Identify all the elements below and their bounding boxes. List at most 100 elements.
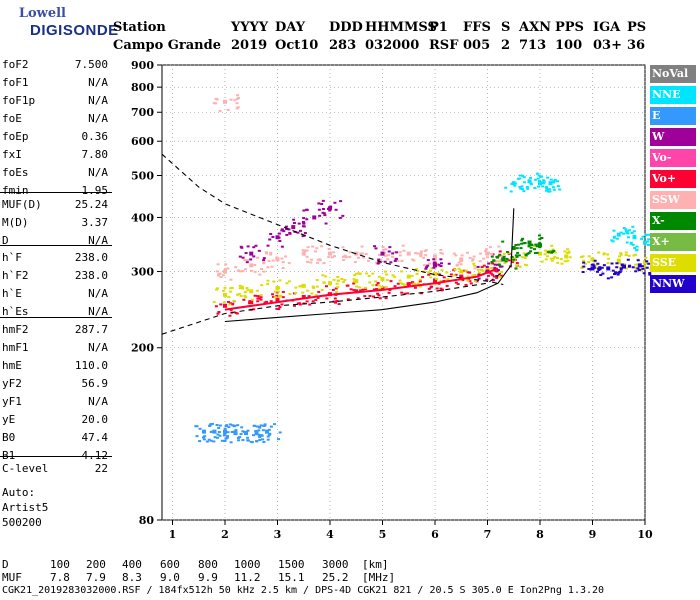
data-point: [380, 251, 385, 256]
echo-mark: [552, 181, 556, 184]
echo-mark: [393, 285, 397, 288]
echo-mark: [216, 312, 220, 315]
echo-mark: [226, 267, 230, 270]
echo-mark: [318, 214, 322, 217]
echo-mark: [418, 285, 422, 288]
echo-mark: [301, 249, 305, 252]
echo-mark: [310, 258, 314, 261]
echo-mark: [427, 271, 431, 274]
param-value: N/A: [88, 112, 108, 125]
echo-mark: [236, 293, 240, 296]
echo-mark: [490, 260, 494, 263]
echo-mark: [377, 258, 381, 261]
echo-mark: [266, 282, 270, 285]
echo-mark: [563, 250, 567, 253]
echo-mark: [495, 263, 499, 266]
header-value-s: 2: [501, 38, 511, 53]
param-label: foF1: [2, 76, 29, 89]
echo-mark: [225, 424, 229, 427]
echo-mark: [597, 251, 601, 254]
param-label: fxI: [2, 148, 22, 161]
echo-mark: [441, 252, 445, 255]
echo-mark: [546, 176, 550, 179]
param-row-fof2: foF2 7.500: [2, 58, 108, 76]
echo-mark: [236, 106, 240, 109]
echo-mark: [390, 255, 394, 258]
echo-mark: [233, 99, 237, 102]
echo-mark: [515, 262, 519, 265]
echo-mark: [498, 250, 502, 253]
echo-mark: [221, 274, 225, 277]
echo-mark: [627, 254, 631, 257]
echo-mark: [504, 260, 508, 263]
echo-mark: [648, 273, 652, 276]
echo-mark: [477, 273, 481, 276]
echo-mark: [523, 257, 527, 260]
data-point: [249, 289, 254, 294]
echo-mark: [239, 433, 243, 436]
echo-mark: [358, 272, 362, 275]
echo-mark: [422, 256, 426, 259]
echo-mark: [238, 436, 242, 439]
echo-mark: [471, 258, 475, 261]
data-point: [527, 240, 532, 245]
echo-mark: [302, 225, 306, 228]
header-label-yyyy: YYYY: [231, 20, 269, 35]
echo-mark: [437, 263, 441, 266]
echo-mark: [400, 291, 404, 294]
echo-mark: [432, 261, 436, 264]
echo-mark: [491, 279, 495, 282]
header-label-hhmmss: HHMMSS: [365, 20, 437, 35]
echo-mark: [305, 218, 309, 221]
echo-mark: [353, 274, 357, 277]
echo-mark: [427, 287, 431, 290]
echo-mark: [355, 285, 359, 288]
legend-item-ssw: SSW: [650, 191, 696, 209]
echo-mark: [512, 258, 516, 261]
echo-mark: [238, 284, 242, 287]
data-point: [606, 266, 611, 271]
echo-mark: [268, 238, 272, 241]
echo-mark: [598, 266, 602, 269]
echo-mark: [468, 271, 472, 274]
echo-mark: [245, 287, 249, 290]
echo-mark: [619, 252, 623, 255]
header-label-station: Station: [113, 20, 166, 35]
echo-mark: [278, 295, 282, 298]
echo-mark: [212, 440, 216, 443]
echo-mark: [271, 235, 275, 238]
echo-mark: [596, 262, 600, 265]
echo-mark: [509, 190, 513, 193]
echo-mark: [203, 435, 207, 438]
echo-mark: [418, 278, 422, 281]
echo-mark: [616, 273, 620, 276]
echo-mark: [357, 272, 361, 275]
echo-mark: [427, 273, 431, 276]
echo-mark: [613, 273, 617, 276]
echo-mark: [459, 263, 463, 266]
echo-mark: [623, 263, 627, 266]
echo-mark: [285, 233, 289, 236]
echo-mark: [553, 256, 557, 259]
header-label-p1: P1: [429, 20, 448, 35]
echo-mark: [552, 257, 556, 260]
echo-mark: [595, 270, 599, 273]
echo-mark: [321, 207, 325, 210]
header-value-axn: 713: [519, 38, 547, 53]
param-value: 25.24: [74, 198, 108, 211]
data-point: [538, 181, 542, 186]
x-tick-label: 3: [274, 528, 282, 541]
echo-mark: [202, 438, 206, 441]
echo-mark: [231, 424, 235, 427]
echo-mark: [553, 178, 557, 181]
echo-mark: [320, 289, 324, 292]
param-row-fof1: foF1 N/A: [2, 76, 108, 94]
echo-mark: [618, 270, 622, 273]
echo-mark: [416, 252, 420, 255]
echo-mark: [215, 270, 219, 273]
echo-mark: [306, 289, 310, 292]
echo-mark: [537, 180, 541, 183]
echo-mark: [497, 272, 501, 275]
echo-mark: [300, 284, 304, 287]
echo-mark: [485, 248, 489, 251]
